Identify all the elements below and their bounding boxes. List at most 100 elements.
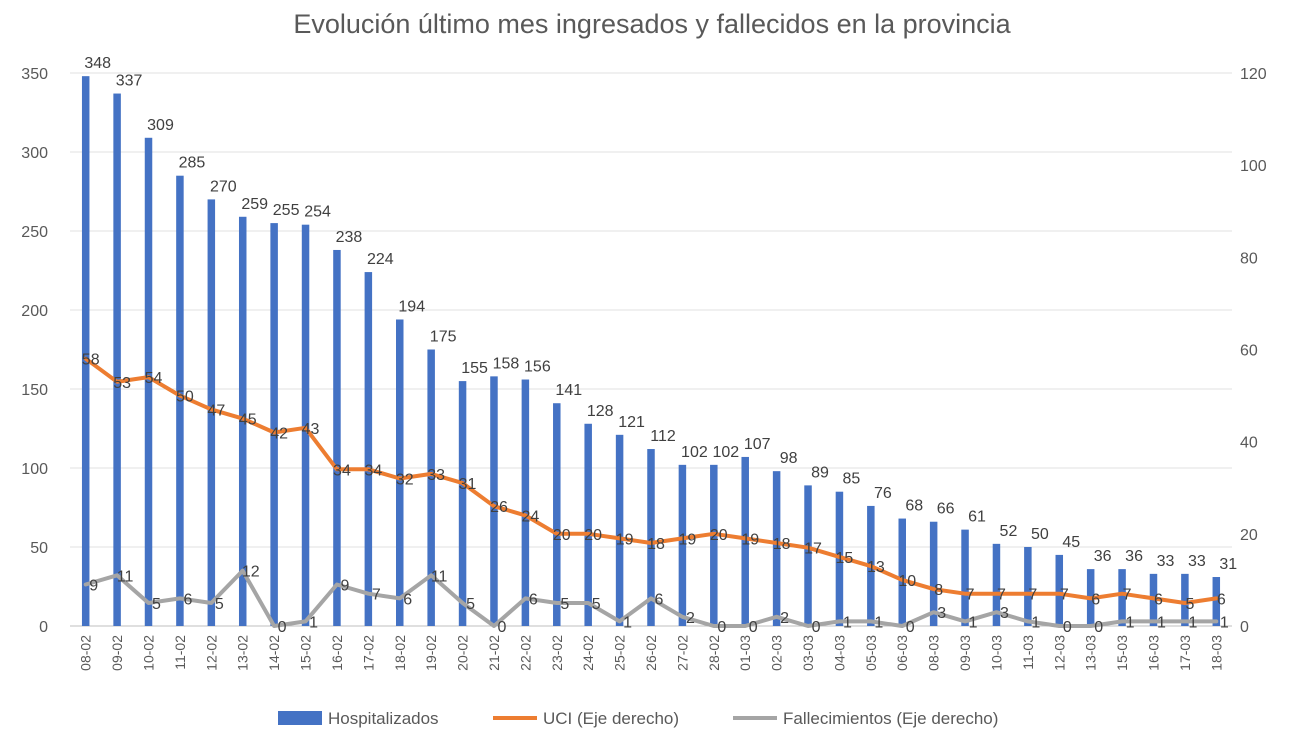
data-label-hospitalizados: 36 — [1125, 548, 1143, 565]
data-label-hospitalizados: 121 — [618, 414, 645, 431]
data-label-hospitalizados: 107 — [744, 436, 771, 453]
data-label-hospitalizados: 33 — [1157, 553, 1175, 570]
legend-label: Fallecimientos (Eje derecho) — [783, 709, 998, 728]
x-tick-label: 14-02 — [266, 635, 282, 671]
data-label-uci: 54 — [145, 370, 163, 387]
data-label-hospitalizados: 68 — [905, 498, 923, 515]
bar-hospitalizados — [741, 456, 749, 626]
bar-hospitalizados — [490, 376, 498, 626]
data-label-hospitalizados: 61 — [968, 509, 986, 526]
bar-hospitalizados — [144, 137, 153, 626]
data-label-fallecimientos: 1 — [309, 614, 318, 631]
legend-label: UCI (Eje derecho) — [543, 709, 679, 728]
data-label-fallecimientos: 5 — [560, 596, 569, 613]
bar-hospitalizados — [521, 379, 530, 626]
data-label-fallecimientos: 1 — [1031, 614, 1040, 631]
legend-item-uci: UCI (Eje derecho) — [493, 709, 679, 728]
data-label-fallecimientos: 3 — [937, 605, 946, 622]
bar-hospitalizados — [270, 223, 278, 626]
data-label-fallecimientos: 6 — [655, 591, 664, 608]
x-tick-label: 19-02 — [423, 635, 439, 671]
data-label-hospitalizados: 224 — [367, 251, 394, 268]
legend-item-hospitalizados: Hospitalizados — [278, 709, 439, 728]
data-label-fallecimientos: 6 — [403, 591, 412, 608]
x-tick-label: 11-02 — [172, 635, 188, 670]
right-axis-tick: 0 — [1240, 619, 1249, 636]
right-axis-tick: 100 — [1240, 158, 1267, 175]
data-label-hospitalizados: 33 — [1188, 553, 1206, 570]
data-label-uci: 15 — [836, 550, 854, 567]
data-label-uci: 7 — [1060, 587, 1069, 604]
bar-hospitalizados — [1118, 569, 1126, 626]
data-label-fallecimientos: 11 — [117, 568, 134, 585]
left-axis-tick: 300 — [21, 145, 48, 162]
data-label-uci: 26 — [490, 499, 508, 516]
bar-hospitalizados — [584, 423, 592, 626]
data-label-hospitalizados: 194 — [398, 298, 425, 315]
data-label-uci: 34 — [333, 462, 351, 479]
data-label-fallecimientos: 9 — [340, 578, 349, 595]
data-label-uci: 43 — [302, 421, 320, 438]
data-label-hospitalizados: 175 — [430, 329, 457, 346]
x-tick-label: 22-02 — [517, 635, 533, 671]
right-axis-tick: 40 — [1240, 435, 1258, 452]
data-label-hospitalizados: 66 — [937, 501, 955, 518]
x-tick-label: 11-03 — [1020, 635, 1036, 670]
data-label-fallecimientos: 1 — [623, 614, 632, 631]
bar-hospitalizados — [898, 518, 906, 626]
bar-hospitalizados — [647, 449, 655, 626]
data-label-uci: 19 — [616, 531, 634, 548]
x-tick-label: 16-02 — [329, 635, 345, 671]
bar-hospitalizados — [710, 464, 718, 626]
data-label-hospitalizados: 50 — [1031, 526, 1049, 543]
x-tick-label: 09-03 — [957, 635, 973, 671]
x-tick-label: 18-03 — [1208, 635, 1224, 671]
data-label-uci: 7 — [1123, 587, 1132, 604]
bar-hospitalizados — [553, 403, 561, 626]
data-label-fallecimientos: 11 — [431, 568, 448, 585]
x-tick-label: 16-03 — [1145, 635, 1161, 671]
left-axis: 0 50 100 150 200 250 300 350 — [21, 66, 48, 636]
data-label-uci: 34 — [364, 462, 382, 479]
x-tick-label: 17-02 — [360, 635, 376, 671]
data-label-hospitalizados: 270 — [210, 178, 237, 195]
data-label-uci: 13 — [867, 559, 885, 576]
data-label-hospitalizados: 259 — [241, 196, 268, 213]
bar-hospitalizados — [301, 224, 310, 626]
data-label-hospitalizados: 254 — [304, 204, 331, 221]
data-label-fallecimientos: 9 — [89, 578, 98, 595]
data-label-hospitalizados: 128 — [587, 403, 614, 420]
bar-hospitalizados — [238, 216, 247, 626]
series-lines — [83, 356, 1219, 628]
bar-hospitalizados — [1181, 573, 1189, 626]
data-label-uci: 20 — [553, 527, 571, 544]
data-label-uci: 7 — [1028, 587, 1037, 604]
bar-hospitalizados — [458, 381, 467, 626]
bar-hospitalizados — [1212, 577, 1221, 626]
bar-hospitalizados — [333, 249, 341, 626]
x-tick-label: 27-02 — [674, 635, 690, 671]
legend-item-fallecimientos: Fallecimientos (Eje derecho) — [733, 709, 998, 728]
data-label-uci: 5 — [1185, 596, 1194, 613]
data-label-uci: 6 — [1154, 591, 1163, 608]
x-tick-label: 05-03 — [863, 635, 879, 671]
x-tick-label: 10-03 — [988, 635, 1004, 671]
data-label-fallecimientos: 0 — [906, 619, 915, 636]
x-tick-label: 23-02 — [549, 635, 565, 671]
data-label-uci: 10 — [898, 573, 916, 590]
chart-title: Evolución último mes ingresados y fallec… — [293, 9, 1011, 39]
x-tick-label: 26-02 — [643, 635, 659, 671]
bar-hospitalizados — [678, 464, 687, 626]
x-axis: 08-02 09-02 10-02 11-02 12-02 13-02 14-02 15-02… — [78, 635, 1225, 671]
left-axis-tick: 0 — [39, 619, 48, 636]
bar-hospitalizados — [113, 93, 121, 627]
bar-hospitalizados — [992, 543, 1001, 626]
x-tick-label: 20-02 — [455, 635, 471, 671]
data-label-hospitalizados: 76 — [874, 485, 892, 502]
data-label-fallecimientos: 1 — [1220, 614, 1229, 631]
data-label-fallecimientos: 0 — [278, 619, 287, 636]
data-label-uci: 18 — [647, 536, 665, 553]
x-tick-label: 01-03 — [737, 635, 753, 671]
